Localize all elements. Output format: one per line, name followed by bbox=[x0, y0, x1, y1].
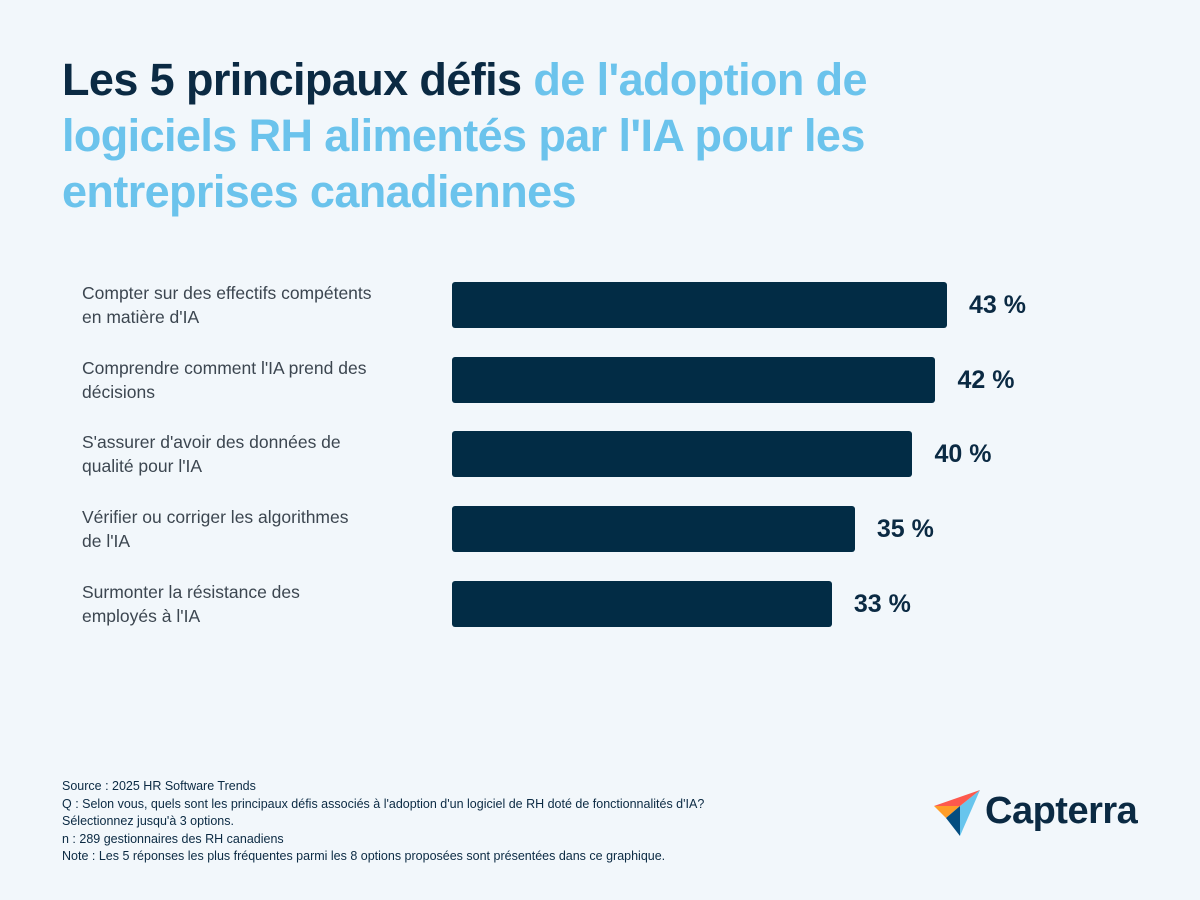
value-label: 40 % bbox=[934, 440, 992, 469]
value-label: 42 % bbox=[957, 365, 1015, 394]
title-lead: Les 5 principaux défis bbox=[62, 54, 522, 105]
bar bbox=[452, 506, 855, 553]
category-label: Vérifier ou corriger les algorithmes de … bbox=[82, 507, 349, 552]
note-line: Sélectionnez jusqu'à 3 options. bbox=[62, 814, 234, 828]
value-label: 33 % bbox=[853, 589, 911, 618]
bar bbox=[452, 431, 913, 478]
title-rest: de l'adoption de logiciels RH alimentés … bbox=[62, 54, 868, 217]
notes: Source : 2025 HR Software Trends Q : Selo… bbox=[62, 778, 704, 866]
value-label: 43 % bbox=[969, 291, 1026, 319]
bar bbox=[452, 580, 832, 627]
category-label: Compter sur des effectifs compétents en … bbox=[82, 283, 372, 327]
bar bbox=[452, 356, 936, 403]
logo-icon bbox=[934, 790, 980, 836]
category-label: S'assurer d'avoir des données de qualité… bbox=[82, 432, 341, 477]
note-line: Source : 2025 HR Software Trends bbox=[62, 779, 256, 793]
brand: Capterra bbox=[985, 790, 1138, 832]
bar bbox=[452, 282, 947, 328]
category-label: Comprendre comment l'IA prend des décisi… bbox=[82, 357, 367, 402]
chart-title: Les 5 principaux défis de l'adoption de … bbox=[62, 52, 1022, 220]
category-label: Surmonter la résistance des employés à l… bbox=[82, 581, 300, 626]
note-line: Note : Les 5 réponses les plus fréquente… bbox=[62, 849, 666, 863]
value-label: 35 % bbox=[876, 515, 934, 544]
note-line: n : 289 gestionnaires des RH canadiens bbox=[62, 831, 284, 846]
note-line: Q : Selon vous, quels sont les principau… bbox=[62, 796, 705, 811]
